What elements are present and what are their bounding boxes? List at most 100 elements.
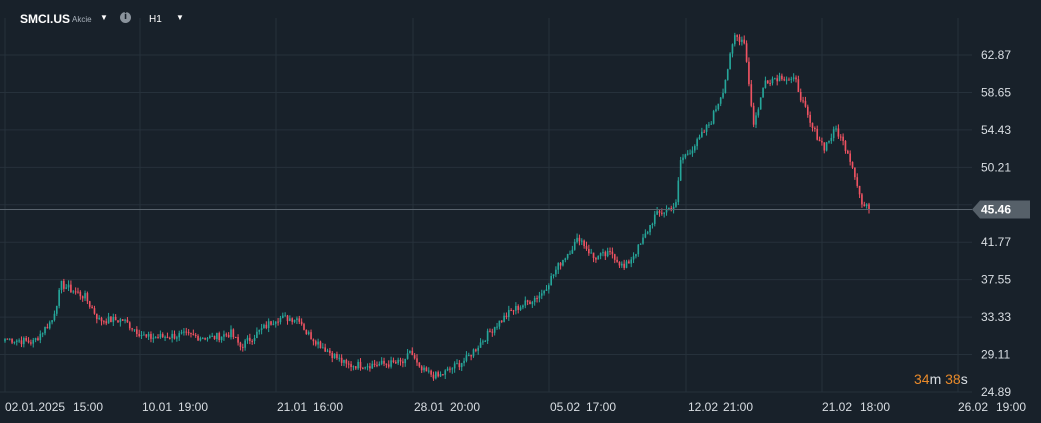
candle-body	[32, 339, 35, 344]
candle-body	[526, 300, 529, 302]
candle-body	[18, 340, 20, 342]
candle-body	[809, 114, 811, 123]
candle-body	[712, 111, 715, 124]
candle-body	[665, 209, 668, 213]
candle-body	[425, 367, 428, 372]
candle-body	[413, 355, 416, 359]
candle-body	[837, 128, 840, 137]
candle-body	[114, 316, 117, 321]
candle-body	[656, 211, 658, 215]
candle-body	[303, 324, 305, 330]
candle-body	[77, 291, 79, 293]
candle-body	[206, 338, 209, 340]
candle-body	[51, 320, 53, 323]
candle-body	[653, 214, 656, 224]
candle-body	[164, 336, 166, 338]
asset-type-label: Akcie	[72, 15, 92, 24]
candle-body	[562, 260, 564, 266]
candle-body	[832, 129, 835, 138]
countdown-seconds-unit: s	[960, 371, 968, 387]
candle-body	[91, 306, 93, 309]
candle-body	[216, 333, 218, 340]
candle-body	[576, 237, 578, 242]
candle-body	[110, 316, 112, 323]
candle-body	[710, 123, 713, 125]
candle-body	[733, 35, 736, 45]
candle-body	[390, 360, 392, 367]
candle-body	[684, 154, 687, 158]
candle-body	[154, 337, 157, 339]
candle-body	[138, 333, 141, 337]
candle-body	[251, 340, 254, 342]
candle-body	[571, 249, 574, 254]
candle-body	[39, 333, 42, 341]
candle-body	[465, 355, 468, 361]
candle-body	[588, 248, 590, 254]
candle-body	[507, 310, 510, 318]
timeframe-label[interactable]: H1	[149, 14, 162, 25]
candle-body	[300, 321, 303, 325]
candle-body	[293, 320, 296, 322]
candle-body	[677, 180, 680, 203]
candle-body	[531, 302, 534, 305]
caret-down-icon[interactable]: ▼	[176, 13, 184, 22]
candle-body	[475, 349, 477, 351]
candle-body	[868, 204, 870, 210]
candle-body	[387, 364, 390, 367]
candle-body	[44, 326, 46, 334]
candle-body	[726, 69, 729, 80]
candle-body	[842, 136, 844, 141]
candle-body	[95, 313, 98, 319]
candle-body	[821, 141, 823, 143]
candle-body	[352, 366, 355, 368]
candle-body	[168, 338, 171, 340]
candle-body	[246, 337, 249, 341]
candle-body	[814, 127, 816, 129]
candle-body	[117, 320, 119, 323]
candle-body	[48, 322, 51, 329]
candle-body	[180, 332, 183, 334]
candle-body	[736, 35, 738, 37]
candle-body	[93, 308, 96, 314]
candle-body	[34, 338, 37, 340]
candle-body	[548, 285, 550, 290]
candle-body	[849, 153, 851, 162]
candle-body	[698, 136, 701, 140]
candle-body	[46, 326, 49, 329]
symbol-label[interactable]: SMCI.US	[20, 12, 71, 26]
candle-body	[133, 329, 136, 331]
candle-body	[783, 79, 786, 81]
candle-body	[131, 328, 133, 330]
caret-down-icon[interactable]: ▼	[100, 13, 108, 22]
candle-body	[199, 338, 202, 341]
candle-body	[70, 284, 72, 292]
candle-body	[140, 334, 143, 337]
candle-body	[585, 246, 588, 249]
candle-body	[65, 287, 68, 289]
candle-body	[649, 225, 651, 233]
candle-body	[227, 334, 230, 338]
candle-body	[491, 331, 494, 333]
current-price-label: 45.46	[981, 202, 1011, 216]
candle-body	[338, 357, 341, 359]
candle-body	[213, 335, 216, 340]
candle-body	[107, 316, 110, 324]
candle-body	[121, 319, 124, 321]
candle-body	[161, 334, 164, 337]
candle-body	[411, 350, 414, 356]
candle-body	[124, 319, 126, 321]
candle-body	[354, 366, 357, 369]
candle-body	[244, 340, 246, 348]
candle-body	[738, 36, 741, 42]
info-icon[interactable]: i	[120, 12, 131, 23]
candle-body	[846, 150, 849, 154]
candle-body	[788, 79, 790, 81]
candle-body	[30, 342, 32, 344]
candle-body	[357, 361, 359, 369]
candle-body	[171, 333, 173, 339]
candle-body	[644, 233, 647, 238]
candle-body	[380, 360, 383, 364]
candle-body	[620, 263, 623, 266]
